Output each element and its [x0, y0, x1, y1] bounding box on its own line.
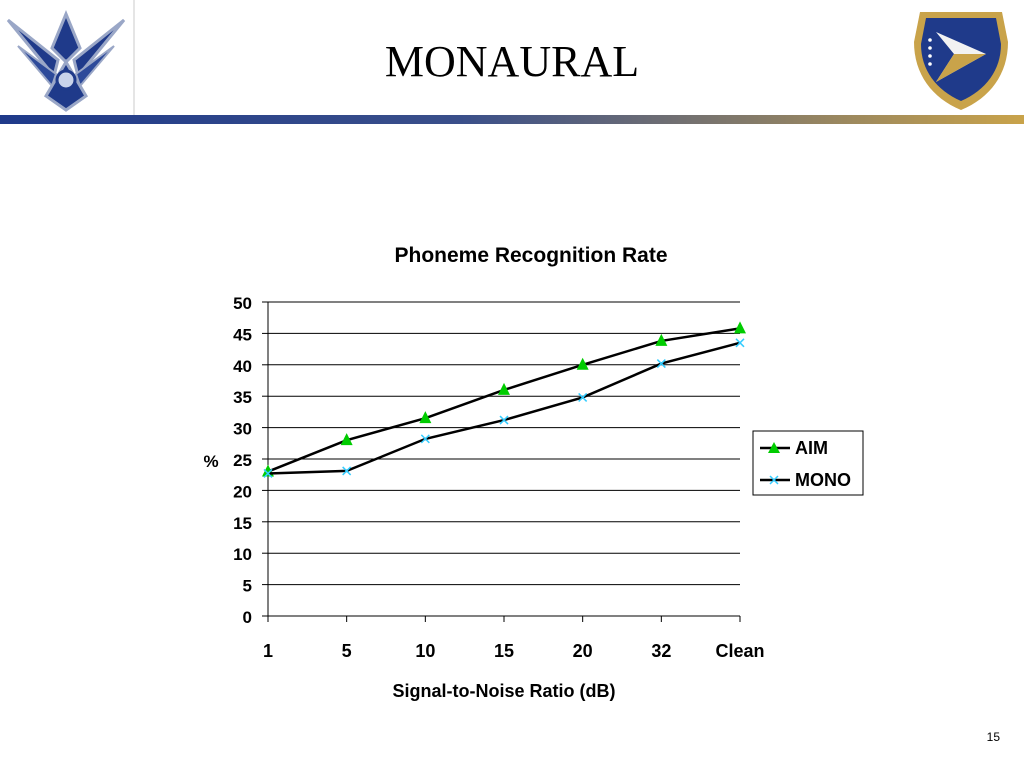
mono-point: [499, 415, 509, 425]
y-tick-label: 10: [233, 545, 252, 564]
y-axis-label: %: [203, 452, 218, 471]
aim-point: [498, 382, 510, 395]
x-tick-label: 15: [494, 641, 514, 661]
x-tick-label: 32: [651, 641, 671, 661]
x-axis-label: Signal-to-Noise Ratio (dB): [393, 681, 616, 701]
x-tick-label: 10: [415, 641, 435, 661]
y-tick-label: 0: [243, 608, 252, 627]
series-line-mono: [267, 341, 741, 475]
mono-point: [578, 392, 588, 402]
title-divider: [0, 115, 1024, 124]
series-line-aim: [267, 327, 741, 473]
air-force-wings-icon: [6, 0, 135, 116]
mono-point-stroke: [578, 392, 588, 402]
y-tick-label: 45: [233, 325, 252, 344]
aim-point: [340, 433, 353, 446]
y-tick-label: 30: [233, 420, 252, 439]
y-tick-label: 35: [233, 388, 252, 407]
air-force-research-laboratory-shield-icon: [914, 12, 1008, 110]
y-tick-label: 50: [233, 294, 252, 313]
mono-point: [656, 359, 666, 369]
mono-point: [263, 468, 273, 478]
mono-point-stroke: [263, 468, 273, 478]
mono-point-stroke: [656, 359, 666, 369]
x-tick-label: 20: [573, 641, 593, 661]
legend-box: [752, 430, 864, 496]
legend-label: MONO: [795, 470, 851, 490]
mono-point-stroke: [499, 415, 509, 425]
y-tick-label: 25: [233, 451, 252, 470]
mono-point: [735, 338, 745, 348]
mono-point: [342, 466, 352, 476]
legend-label: AIM: [795, 438, 828, 458]
aim-point: [419, 411, 432, 424]
aim-point: [734, 321, 746, 334]
mono-point-stroke: [420, 434, 430, 444]
legend-aim-marker: [768, 442, 780, 453]
legend-mono-marker: [769, 475, 779, 485]
y-tick-label: 40: [233, 357, 252, 376]
y-tick-label: 20: [233, 482, 252, 501]
chart-title: Phoneme Recognition Rate: [394, 244, 667, 267]
y-tick-label: 5: [243, 577, 252, 596]
y-tick-label: 15: [233, 514, 252, 533]
mono-point-stroke: [342, 466, 352, 476]
aim-point: [576, 357, 589, 370]
mono-point-stroke: [735, 338, 745, 348]
slide-title: MONAURAL: [384, 37, 640, 86]
page-number: 15: [986, 730, 1000, 744]
x-tick-label: Clean: [715, 641, 764, 661]
x-tick-label: 5: [342, 641, 352, 661]
aim-point: [655, 333, 668, 346]
x-tick-label: 1: [263, 641, 273, 661]
mono-point: [420, 434, 430, 444]
